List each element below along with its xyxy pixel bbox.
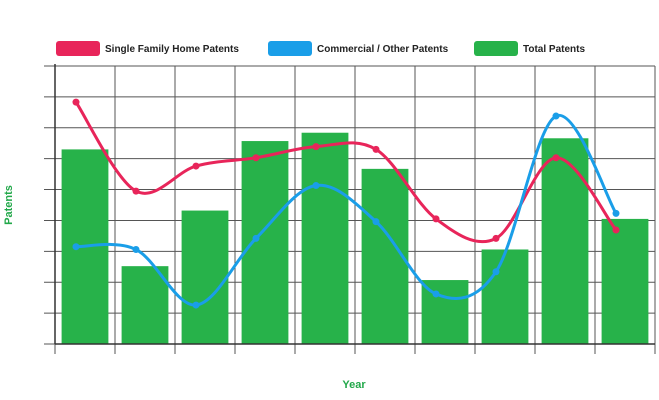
bar-total-patents bbox=[481, 249, 529, 344]
x-axis-title: Year bbox=[342, 379, 366, 391]
point-single-family bbox=[72, 98, 80, 106]
bar-total-patents bbox=[121, 266, 169, 344]
point-commercial bbox=[252, 234, 260, 242]
legend-swatch bbox=[474, 41, 518, 56]
point-single-family bbox=[552, 154, 560, 162]
point-commercial bbox=[492, 268, 500, 276]
bar-total-patents bbox=[541, 138, 589, 344]
point-single-family bbox=[432, 215, 440, 223]
point-single-family bbox=[312, 143, 320, 151]
bar-total-patents bbox=[241, 141, 289, 344]
bars bbox=[61, 132, 649, 344]
point-commercial bbox=[372, 218, 380, 226]
point-single-family bbox=[612, 226, 620, 234]
legend-item: Single Family Home Patents bbox=[56, 41, 239, 56]
legend-item: Commercial / Other Patents bbox=[268, 41, 449, 56]
point-single-family bbox=[132, 187, 140, 195]
bar-total-patents bbox=[601, 218, 649, 344]
lines bbox=[72, 98, 620, 309]
point-single-family bbox=[372, 145, 380, 153]
legend-label: Single Family Home Patents bbox=[105, 44, 239, 55]
point-commercial bbox=[132, 245, 140, 253]
line-single-family bbox=[74, 101, 618, 244]
legend-label: Total Patents bbox=[523, 44, 585, 55]
legend-label: Commercial / Other Patents bbox=[317, 44, 449, 55]
legend: Single Family Home Patents Commercial / O… bbox=[56, 41, 585, 56]
point-commercial bbox=[432, 290, 440, 298]
point-commercial bbox=[192, 301, 200, 309]
point-commercial bbox=[552, 112, 560, 120]
legend-swatch bbox=[56, 41, 100, 56]
point-commercial bbox=[72, 243, 80, 251]
bar-total-patents bbox=[181, 210, 229, 344]
point-single-family bbox=[192, 162, 200, 170]
legend-item: Total Patents bbox=[474, 41, 585, 56]
point-commercial bbox=[312, 182, 320, 190]
point-single-family bbox=[252, 154, 260, 162]
line-commercial bbox=[75, 114, 618, 307]
legend-swatch bbox=[268, 41, 312, 56]
y-axis-title: Patents bbox=[3, 185, 15, 225]
point-commercial bbox=[612, 209, 620, 217]
point-single-family bbox=[492, 234, 500, 242]
bar-total-patents bbox=[301, 132, 349, 344]
axes bbox=[54, 64, 655, 345]
bar-total-patents bbox=[361, 168, 409, 344]
